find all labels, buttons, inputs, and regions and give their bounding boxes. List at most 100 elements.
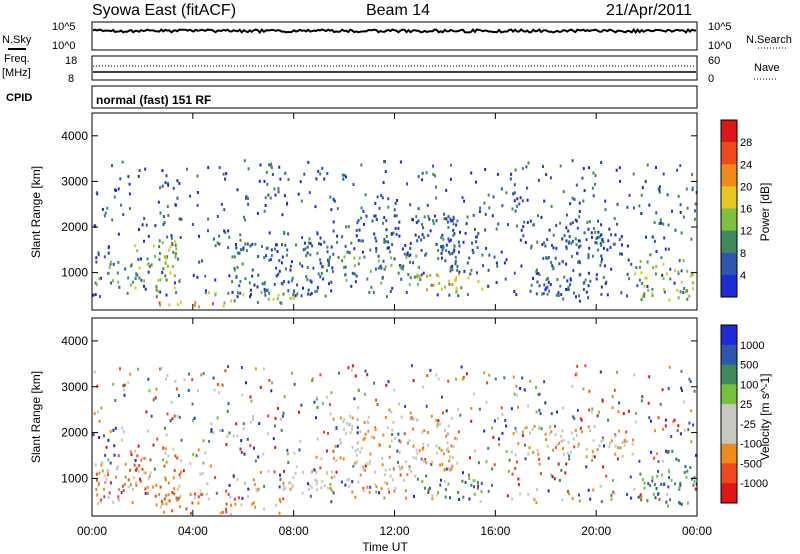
data-cell [561,260,564,264]
noise-cell [287,178,290,181]
noise-cell [283,232,286,236]
noise-cell [148,389,151,393]
noise-cell [380,194,383,197]
data-cell [468,256,471,260]
data-cell [457,273,460,277]
data-cell [146,263,149,267]
noise-cell [127,276,130,280]
noise-cell [618,166,621,170]
station-title: Syowa East (fitACF) [92,2,236,19]
data-cell [154,254,156,258]
data-cell [141,467,144,471]
data-cell [579,244,582,248]
noise-cell [356,431,359,435]
data-cell [179,494,182,498]
data-cell [621,440,624,444]
data-cell [251,268,254,272]
noise-cell [127,381,130,385]
noise-cell [126,291,129,295]
data-cell [127,478,130,482]
data-cell [535,271,538,275]
noise-cell [407,273,410,276]
data-cell [429,229,432,233]
data-cell [439,463,442,467]
data-cell [651,475,654,479]
noise-cell [286,452,289,456]
noise-cell [98,419,101,423]
power-panel-frame [91,112,698,311]
data-cell [424,486,426,490]
noise-cell [592,254,594,258]
data-cell [390,232,393,236]
data-cell [423,215,426,219]
data-cell [306,251,309,255]
noise-cell [514,426,517,430]
noise-cell [663,236,666,240]
data-cell [691,477,693,481]
noise-cell [601,257,603,261]
data-cell [566,279,569,283]
y-tick-label: 1000 [61,471,88,485]
noise-cell [388,445,391,448]
data-cell [426,274,429,278]
data-cell [314,290,317,294]
data-cell [409,253,412,257]
noise-cell [578,239,581,243]
data-cell [292,292,295,296]
noise-cell [165,377,168,381]
noise-cell [337,255,340,259]
noise-cell [562,190,565,194]
data-cell [654,496,657,500]
noise-cell [286,448,289,452]
noise-cell [406,182,408,186]
data-cell [435,219,438,223]
noise-cell [103,434,105,438]
noise-cell [507,469,510,473]
noise-cell [680,369,683,373]
noise-cell [590,410,593,414]
noise-cell [554,424,556,428]
data-cell [276,243,278,247]
noise-cell [618,401,620,405]
noise-cell [573,197,576,201]
data-cell [686,501,689,505]
data-cell [538,273,541,277]
data-cell [144,471,147,475]
noise-cell [662,222,665,226]
noise-cell [159,186,162,190]
noise-cell [603,444,605,448]
data-cell [136,249,139,253]
data-cell [538,427,540,430]
noise-cell [470,419,473,423]
data-cell [223,301,226,305]
data-cell [639,260,642,263]
noise-cell [449,163,452,167]
data-cell [412,218,414,222]
noise-cell [390,410,393,414]
noise-cell [199,489,202,493]
noise-cell [218,242,221,246]
data-cell [333,475,336,479]
noise-cell [470,171,473,175]
data-cell [559,284,562,288]
data-cell [442,452,445,456]
data-cell [689,466,692,469]
data-cell [176,498,179,502]
data-cell [193,496,196,500]
noise-cell [559,221,562,225]
data-cell [299,262,302,266]
data-cell [154,494,157,498]
data-cell [360,446,363,450]
data-cell [408,467,411,471]
noise-cell [138,169,141,172]
noise-cell [409,411,412,415]
noise-cell [159,211,162,215]
data-cell [529,431,531,435]
data-cell [455,287,458,291]
noise-cell [610,497,613,501]
noise-cell [554,445,557,449]
noise-cell [658,185,661,189]
noise-cell [686,206,689,210]
noise-cell [474,235,477,239]
noise-cell [602,240,605,244]
